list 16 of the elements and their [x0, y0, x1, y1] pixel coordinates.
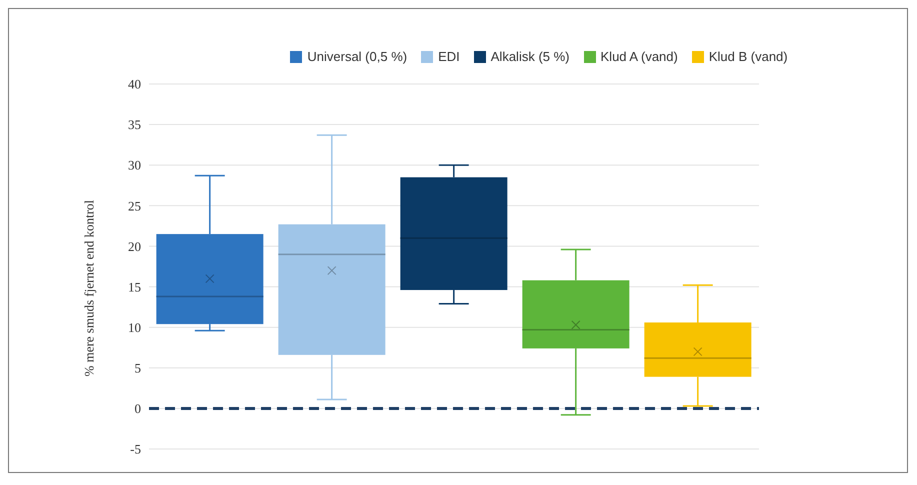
legend-label: EDI [438, 49, 460, 64]
y-tick-label: 35 [128, 117, 141, 132]
y-tick-label: 0 [134, 401, 141, 416]
legend-label: Alkalisk (5 %) [490, 49, 570, 64]
y-tick-label: 10 [128, 320, 141, 335]
y-tick-label: 15 [128, 279, 141, 294]
y-tick-label: 25 [128, 198, 141, 214]
y-tick-label: 40 [128, 76, 141, 92]
y-tick-label: -5 [130, 442, 141, 457]
y-tick-label: 30 [128, 158, 141, 173]
legend-label: Universal (0,5 %) [307, 49, 408, 64]
y-axis-title: % mere smuds fjernet end kontrol [82, 200, 97, 376]
legend-label: Klud A (vand) [600, 49, 678, 64]
legend-label: Klud B (vand) [708, 49, 788, 64]
y-tick-label: 5 [134, 360, 141, 376]
y-tick-label: 20 [128, 238, 141, 254]
